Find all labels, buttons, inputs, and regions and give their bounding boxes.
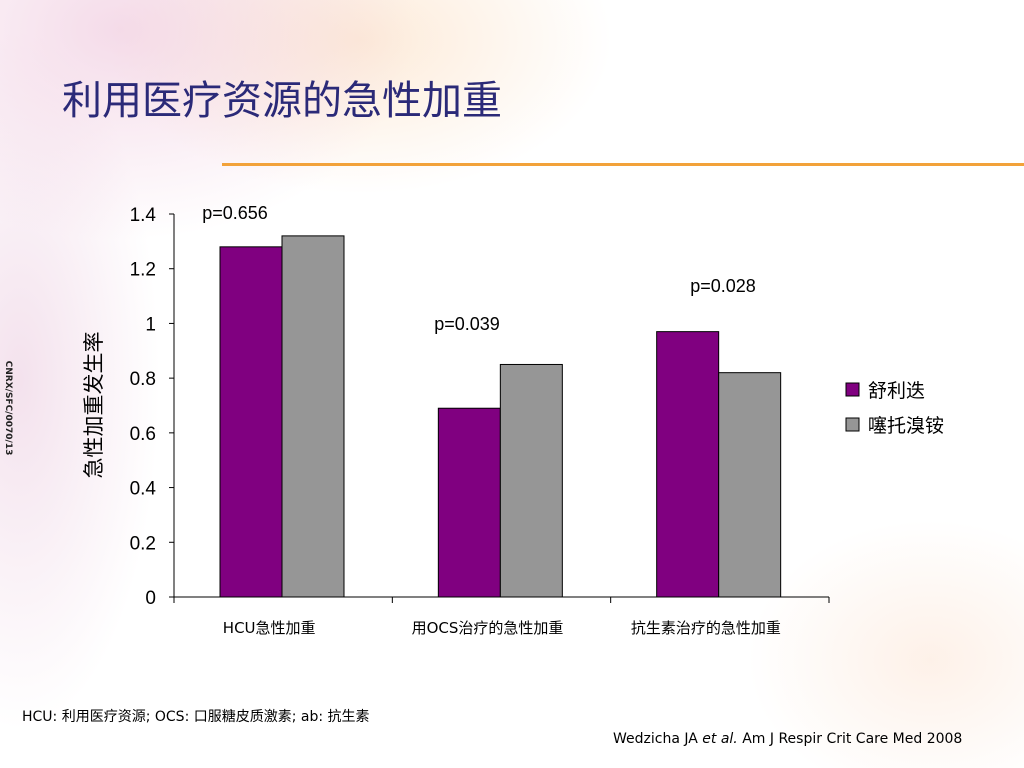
x-category-label: 用OCS治疗的急性加重	[412, 619, 564, 637]
legend-label-2: 噻托溴铵	[868, 415, 944, 437]
footnote: HCU: 利用医疗资源; OCS: 口服糖皮质激素; ab: 抗生素	[22, 709, 370, 725]
x-category-label: HCU急性加重	[223, 619, 316, 637]
p-value-annotation: p=0.039	[434, 314, 500, 334]
y-tick-label: 0	[145, 588, 156, 609]
legend-swatch-2	[845, 417, 860, 432]
y-tick-label: 1.4	[130, 205, 157, 226]
x-category-label: 抗生素治疗的急性加重	[631, 619, 781, 637]
y-tick-label: 0.4	[130, 479, 157, 500]
citation-authors: Wedzicha JA	[613, 731, 698, 747]
y-tick-label: 0.6	[130, 424, 156, 445]
slide-title: 利用医疗资源的急性加重	[62, 78, 502, 124]
bar-1-2	[437, 407, 501, 598]
y-tick-label: 1	[145, 314, 156, 335]
title-divider	[222, 163, 1024, 166]
p-value-annotation: p=0.656	[202, 203, 268, 223]
bar-1-1	[219, 246, 283, 598]
y-tick-label: 0.2	[130, 533, 156, 554]
y-tick-label: 1.2	[130, 260, 156, 281]
legend-swatch-1	[845, 382, 860, 397]
legend-label-1: 舒利迭	[868, 380, 925, 402]
y-tick-label: 0.8	[130, 369, 156, 390]
citation: Wedzicha JA et al. Am J Respir Crit Care…	[613, 731, 962, 747]
bar-2-2	[499, 363, 563, 598]
bar-2-3	[718, 372, 782, 598]
bar-2-1	[281, 235, 345, 598]
citation-journal: Am J Respir Crit Care Med 2008	[742, 731, 963, 747]
citation-et-al: et al.	[702, 731, 738, 747]
y-axis-title: 急性加重发生率	[82, 332, 106, 479]
bar-1-3	[656, 331, 720, 598]
p-value-annotation: p=0.028	[690, 276, 756, 296]
